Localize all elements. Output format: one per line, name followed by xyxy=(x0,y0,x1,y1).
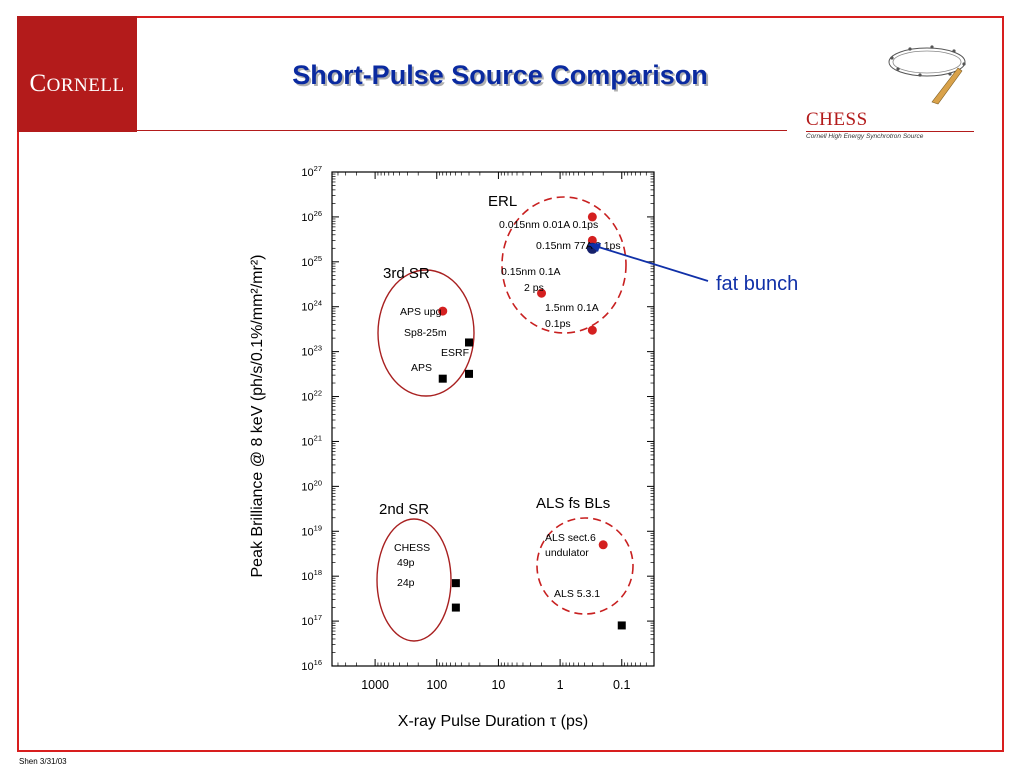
group-title-2nd-sr: 2nd SR xyxy=(379,501,429,518)
y-tick-label: 1026 xyxy=(301,209,322,224)
point-label-als-sect6-b: undulator xyxy=(545,547,589,559)
group-title-erl: ERL xyxy=(488,193,517,210)
y-tick-label: 1016 xyxy=(301,658,322,673)
y-tick-label: 1019 xyxy=(301,523,322,538)
group-title-als: ALS fs BLs xyxy=(536,495,610,512)
chess-ring-icon xyxy=(888,45,966,105)
fat-bunch-label: fat bunch xyxy=(716,273,798,295)
fat-bunch-annotation: fat bunch xyxy=(588,243,798,295)
slide-title: Short-Pulse Source Comparison xyxy=(292,60,708,90)
group-titles: ERL 3rd SR 2nd SR ALS fs BLs xyxy=(379,193,610,518)
x-tick-label: 10 xyxy=(491,678,505,692)
group-title-3rd-sr: 3rd SR xyxy=(383,265,430,282)
y-tick-label: 1020 xyxy=(301,478,322,493)
y-tick-label: 1022 xyxy=(301,389,322,404)
y-tick-label: 1024 xyxy=(301,299,322,314)
y-tick-label: 1018 xyxy=(301,568,322,583)
point-label-als-sect6-a: ALS sect.6 xyxy=(545,532,596,544)
y-tick-label: 1021 xyxy=(301,433,322,448)
point-label-erl-4b: 2 ps xyxy=(524,282,544,294)
point-label-erl-3: 0.15nm 77A 0.1ps xyxy=(536,240,621,252)
point-label-esrf: ESRF xyxy=(441,347,469,359)
point-label-erl-1: 0.015nm 0.01A 0.1ps xyxy=(499,219,598,231)
data-point-square xyxy=(438,374,447,383)
point-label-aps: APS xyxy=(411,362,432,374)
2nd-sr-group-outline xyxy=(376,518,452,642)
data-point-circle xyxy=(587,325,597,335)
chess-logo-rule xyxy=(806,131,974,132)
cornell-logo-text: CORNELL xyxy=(17,70,137,98)
data-point-square xyxy=(465,338,474,347)
point-label-chess-b: 49p xyxy=(397,557,415,569)
data-point-square xyxy=(451,603,460,612)
point-label-24p: 24p xyxy=(397,577,415,589)
point-label-erl-5b: 0.1ps xyxy=(545,318,571,330)
erl-group-outline xyxy=(501,196,627,334)
data-point-square xyxy=(465,369,474,378)
data-point-circle xyxy=(587,212,597,222)
point-label-chess-a: CHESS xyxy=(394,542,430,554)
chess-logo-subtitle: Cornell High Energy Synchrotron Source xyxy=(806,133,924,140)
x-tick-label: 100 xyxy=(426,678,447,692)
x-tick-label: 1 xyxy=(557,678,564,692)
plot-frame xyxy=(331,171,655,667)
x-tick-label: 1000 xyxy=(361,678,389,692)
3rd-sr-group-outline xyxy=(377,269,475,397)
data-point-square xyxy=(451,579,460,588)
data-point-circle xyxy=(438,306,448,316)
fat-bunch-arrow xyxy=(591,244,709,282)
data-point-circle xyxy=(587,235,597,245)
y-tick-label: 1023 xyxy=(301,344,322,359)
als-group-outline xyxy=(536,517,634,615)
chess-logo-name: CHESS xyxy=(806,109,868,130)
point-labels: 0.015nm 0.01A 0.1ps 0.15nm 77A 0.1ps 0.1… xyxy=(394,219,621,600)
group-outlines xyxy=(376,196,634,642)
header-rule xyxy=(137,130,787,131)
point-label-sp8: Sp8-25m xyxy=(404,327,447,339)
x-tick-labels: 1000 100 10 1 0.1 xyxy=(361,172,630,692)
data-point-circle xyxy=(537,288,547,298)
footer-note: Shen 3/31/03 xyxy=(19,757,67,766)
y-tick-label: 1017 xyxy=(301,613,322,628)
cornell-logo: CORNELL xyxy=(17,16,137,132)
point-label-erl-4a: 0.15nm 0.1A xyxy=(501,266,561,278)
fat-bunch-arrowhead xyxy=(588,243,601,252)
point-label-als-531: ALS 5.3.1 xyxy=(554,588,600,600)
x-tick-label: 0.1 xyxy=(613,678,630,692)
data-point-square xyxy=(617,621,626,630)
y-tick-label: 1027 xyxy=(301,164,322,179)
y-tick-labels: 1016 1017 1018 1019 1020 1021 1022 1023 1024 1025… xyxy=(301,164,654,673)
slide-frame xyxy=(17,16,1004,752)
x-axis-label: X-ray Pulse Duration τ (ps) xyxy=(398,713,588,730)
cornell-logo-rest: ORNELL xyxy=(46,75,125,96)
y-minor-ticks xyxy=(332,173,654,653)
data-points xyxy=(438,212,626,630)
cornell-logo-initial: C xyxy=(29,70,47,97)
point-label-erl-5a: 1.5nm 0.1A xyxy=(545,302,599,314)
point-label-aps-upg: APS upg xyxy=(400,306,442,318)
y-axis-label: Peak Brilliance @ 8 keV (ph/s/0.1%/mm²/m… xyxy=(249,255,266,578)
x-minor-ticks xyxy=(331,172,655,666)
data-point-circle xyxy=(598,540,608,550)
y-tick-label: 1025 xyxy=(301,254,322,269)
